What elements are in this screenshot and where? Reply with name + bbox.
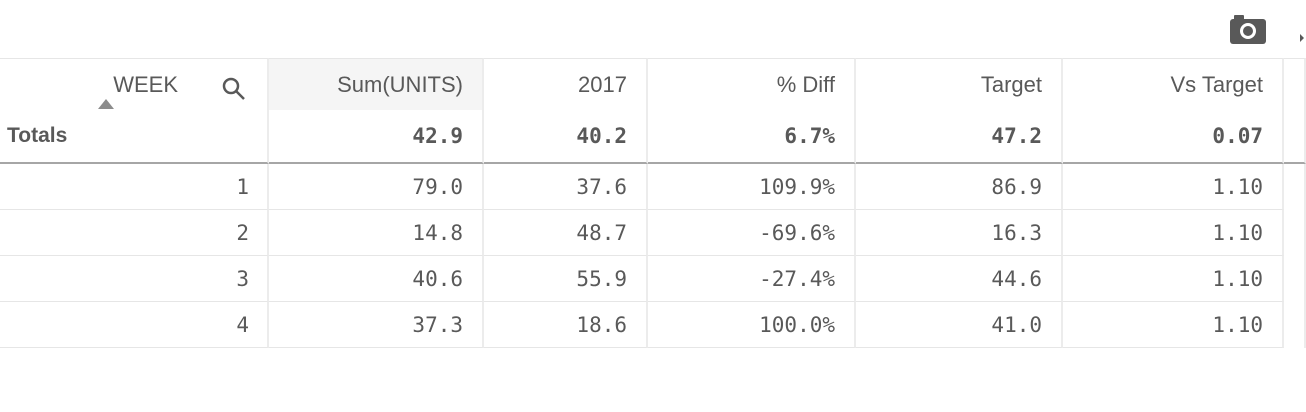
table-cell <box>1284 256 1306 302</box>
table-cell: 37.6 <box>484 164 648 210</box>
cell-text: 3 <box>236 266 249 291</box>
totals-cell: 47.2 <box>856 110 1063 164</box>
table-cell: 40.6 <box>269 256 484 302</box>
table-cell: 55.9 <box>484 256 648 302</box>
cell-text: 0.07 <box>1212 124 1263 148</box>
table-cell: 18.6 <box>484 302 648 348</box>
table-cell: 44.6 <box>856 256 1063 302</box>
cell-text: 40.2 <box>576 124 627 148</box>
cell-text: 1 <box>236 174 249 199</box>
totals-cell <box>1284 110 1306 164</box>
column-header[interactable]: Vs Target <box>1063 58 1284 110</box>
cell-text: 1.10 <box>1212 174 1263 199</box>
column-header[interactable]: WEEK <box>0 58 269 110</box>
cell-text: 1.10 <box>1212 312 1263 337</box>
cell-text: 47.2 <box>991 124 1042 148</box>
cell-text: Sum(UNITS) <box>337 71 463 97</box>
table-cell <box>1284 164 1306 210</box>
cell-text: 55.9 <box>576 266 627 291</box>
column-header[interactable]: Target <box>856 58 1063 110</box>
cell-text: 44.6 <box>991 266 1042 291</box>
snapshot-icon[interactable] <box>1228 14 1268 46</box>
cell-text: WEEK <box>113 71 178 97</box>
table-cell[interactable]: 2 <box>0 210 269 256</box>
table-cell[interactable]: 1 <box>0 164 269 210</box>
sort-indicator <box>98 99 114 109</box>
totals-cell: 40.2 <box>484 110 648 164</box>
cell-text: 109.9% <box>759 174 835 199</box>
cell-text: 79.0 <box>412 174 463 199</box>
table-cell: 100.0% <box>648 302 856 348</box>
column-header <box>1284 58 1306 110</box>
cell-text: 2017 <box>578 71 627 97</box>
cell-text: 14.8 <box>412 220 463 245</box>
cell-text: 86.9 <box>991 174 1042 199</box>
table-cell: 41.0 <box>856 302 1063 348</box>
cell-text: 41.0 <box>991 312 1042 337</box>
cell-text: % Diff <box>776 71 835 97</box>
cell-text: 18.6 <box>576 312 627 337</box>
table-cell[interactable]: 4 <box>0 302 269 348</box>
cell-text: 42.9 <box>412 124 463 148</box>
cell-text: 37.6 <box>576 174 627 199</box>
table-cell: 48.7 <box>484 210 648 256</box>
cell-text: 40.6 <box>412 266 463 291</box>
table-cell: 79.0 <box>269 164 484 210</box>
table-cell: 37.3 <box>269 302 484 348</box>
table-cell: 16.3 <box>856 210 1063 256</box>
cell-text: -69.6% <box>759 220 835 245</box>
table-cell: 1.10 <box>1063 210 1284 256</box>
totals-cell: 42.9 <box>269 110 484 164</box>
table-cell: 1.10 <box>1063 164 1284 210</box>
cell-text: -27.4% <box>759 266 835 291</box>
table-cell: -69.6% <box>648 210 856 256</box>
cell-text: 2 <box>236 220 249 245</box>
table-cell <box>1284 302 1306 348</box>
cell-text: 100.0% <box>759 312 835 337</box>
table-cell: -27.4% <box>648 256 856 302</box>
table-cell: 14.8 <box>269 210 484 256</box>
cell-text: 1.10 <box>1212 220 1263 245</box>
cell-text: Target <box>980 71 1042 97</box>
cell-text: 1.10 <box>1212 266 1263 291</box>
search-icon[interactable] <box>220 75 248 103</box>
table-cell: 1.10 <box>1063 302 1284 348</box>
cell-text: 48.7 <box>576 220 627 245</box>
resize-icon <box>1300 34 1304 42</box>
totals-cell: 6.7% <box>648 110 856 164</box>
cell-text: 4 <box>236 312 249 337</box>
cell-text: 16.3 <box>991 220 1042 245</box>
cell-text: Totals <box>7 124 68 147</box>
column-header[interactable]: % Diff <box>648 58 856 110</box>
table-cell: 86.9 <box>856 164 1063 210</box>
table-cell[interactable]: 3 <box>0 256 269 302</box>
table-cell: 1.10 <box>1063 256 1284 302</box>
column-header[interactable]: 2017 <box>484 58 648 110</box>
table-cell <box>1284 210 1306 256</box>
cell-text: Vs Target <box>1170 71 1263 97</box>
totals-cell: 0.07 <box>1063 110 1284 164</box>
column-header[interactable]: Sum(UNITS) <box>269 58 484 110</box>
cell-text: 6.7% <box>784 124 835 148</box>
totals-label: Totals <box>0 110 269 164</box>
cell-text: 37.3 <box>412 312 463 337</box>
table-cell: 109.9% <box>648 164 856 210</box>
